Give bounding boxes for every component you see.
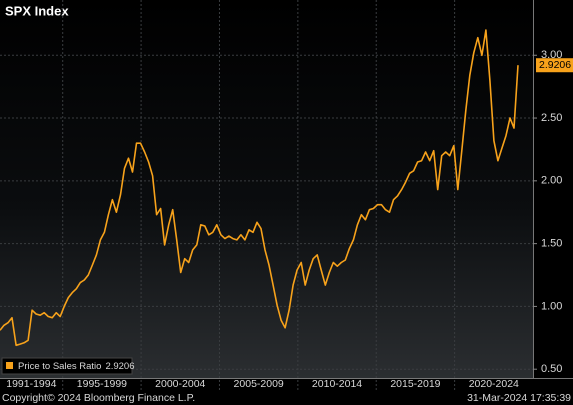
last-value-badge	[536, 58, 573, 73]
legend-box	[1, 357, 133, 375]
timestamp: 31-Mar-2024 17:35:39	[467, 392, 571, 404]
x-tick-label: 2015-2019	[390, 378, 440, 390]
y-tick-label: 1.00	[541, 300, 562, 312]
last-value-label: 2.9206	[539, 59, 571, 71]
x-tick-label: 2010-2014	[312, 378, 362, 390]
x-tick-label: 2005-2009	[234, 378, 284, 390]
y-tick-label: 1.50	[541, 238, 562, 250]
legend-name: Price to Sales Ratio	[18, 361, 101, 372]
y-tick-label: 2.50	[541, 112, 562, 124]
y-tick-label: 2.00	[541, 175, 562, 187]
legend: Price to Sales Ratio 2.9206	[1, 357, 135, 375]
plot-background	[0, 0, 533, 378]
legend-swatch	[6, 362, 13, 369]
chart-title: SPX Index	[5, 3, 69, 18]
x-tick-label: 2000-2004	[155, 378, 205, 390]
x-tick-label: 1995-1999	[77, 378, 127, 390]
legend-value: 2.9206	[105, 361, 134, 372]
copyright: Copyright© 2024 Bloomberg Finance L.P.	[2, 392, 195, 404]
x-tick-label: 1991-1994	[6, 378, 56, 390]
y-tick-label: 0.50	[541, 363, 562, 375]
y-tick-label: 3.00	[541, 49, 562, 61]
legend-label: Price to Sales Ratio 2.9206	[18, 361, 135, 372]
x-tick-label: 2020-2024	[469, 378, 519, 390]
series-line	[0, 29, 519, 347]
